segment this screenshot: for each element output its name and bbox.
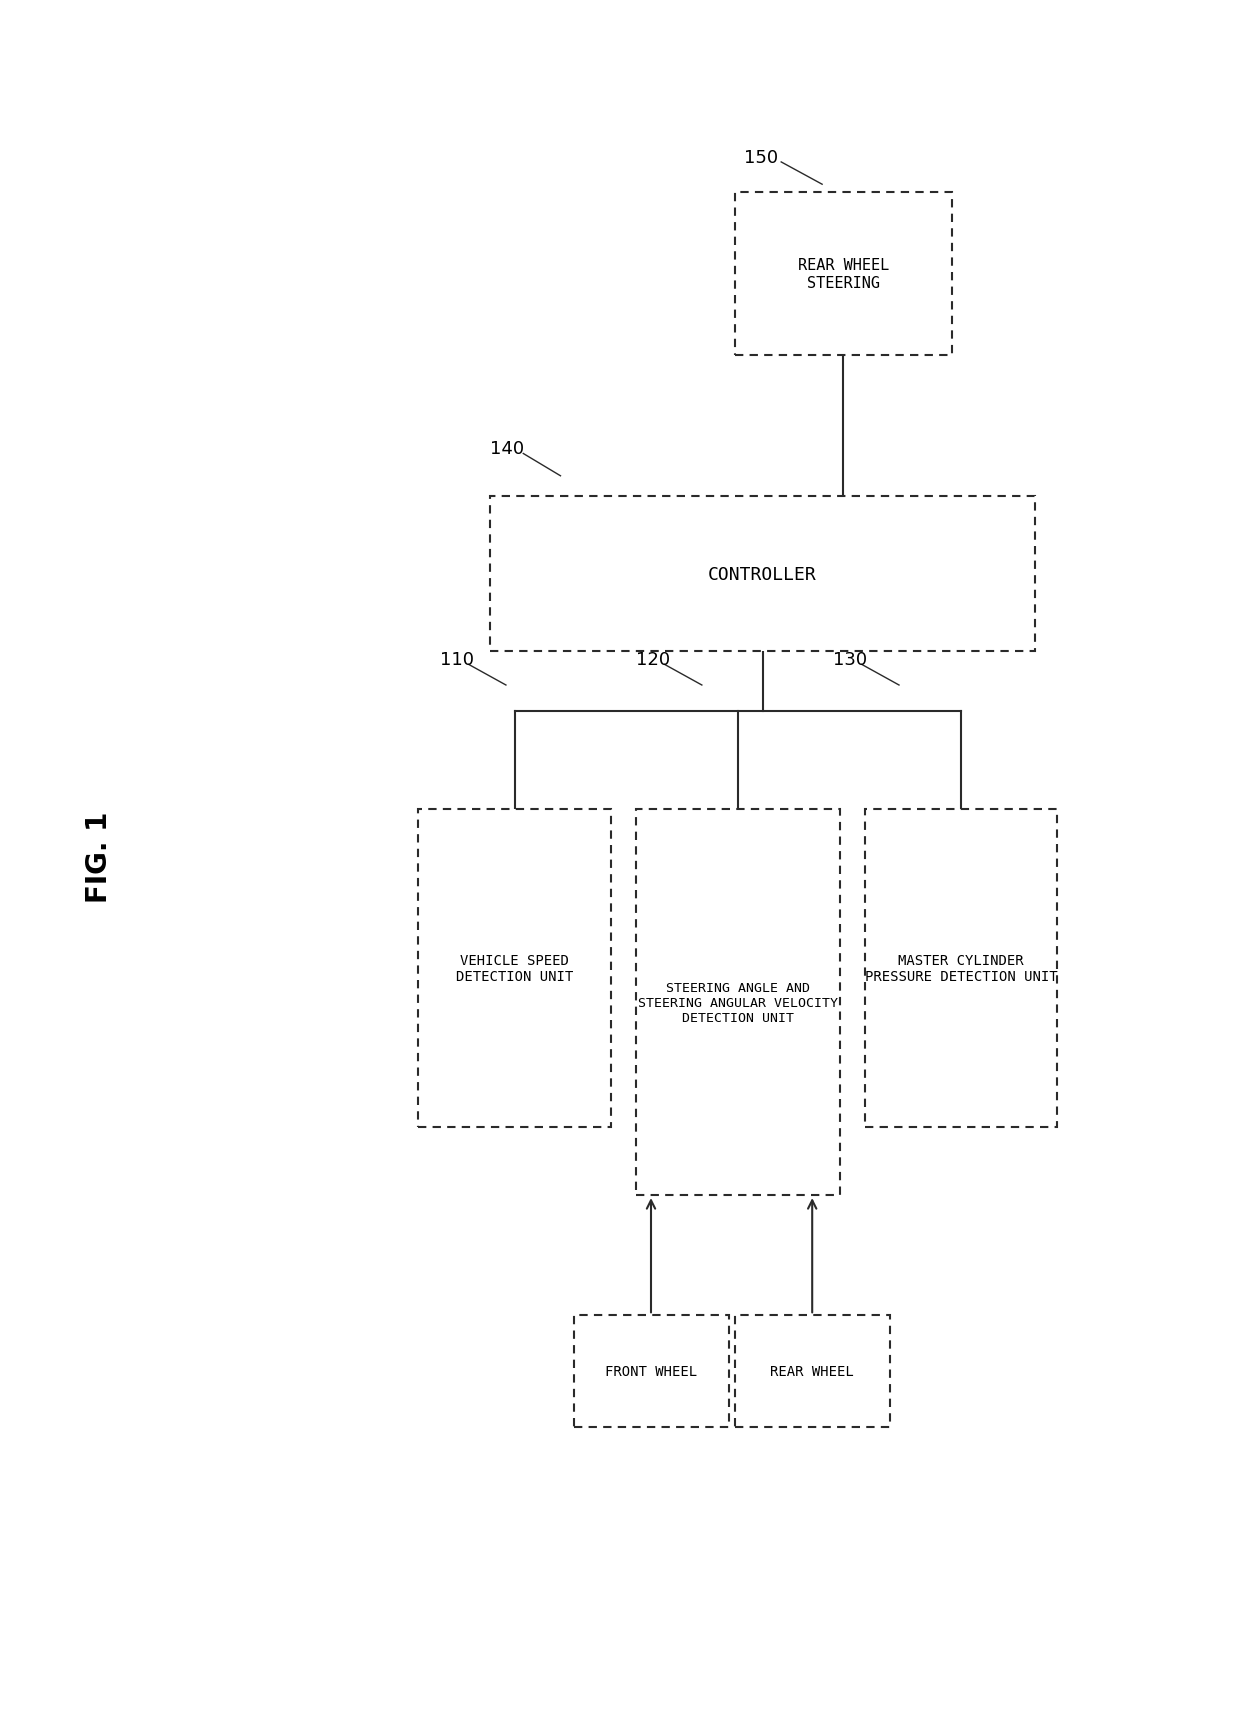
Text: 120: 120 [636, 651, 671, 668]
FancyBboxPatch shape [573, 1316, 729, 1426]
Text: 150: 150 [744, 149, 779, 166]
Text: REAR WHEEL
STEERING: REAR WHEEL STEERING [797, 259, 889, 290]
Text: 110: 110 [440, 651, 474, 668]
FancyBboxPatch shape [490, 497, 1035, 651]
FancyBboxPatch shape [866, 809, 1058, 1128]
FancyBboxPatch shape [418, 809, 610, 1128]
Text: MASTER CYLINDER
PRESSURE DETECTION UNIT: MASTER CYLINDER PRESSURE DETECTION UNIT [864, 953, 1058, 984]
FancyBboxPatch shape [734, 1316, 890, 1426]
Text: 140: 140 [490, 440, 525, 458]
FancyBboxPatch shape [635, 811, 841, 1196]
Text: VEHICLE SPEED
DETECTION UNIT: VEHICLE SPEED DETECTION UNIT [456, 953, 573, 984]
Text: REAR WHEEL: REAR WHEEL [770, 1364, 854, 1378]
Text: STEERING ANGLE AND
STEERING ANGULAR VELOCITY
DETECTION UNIT: STEERING ANGLE AND STEERING ANGULAR VELO… [637, 980, 838, 1025]
Text: FIG. 1: FIG. 1 [86, 811, 113, 903]
Text: CONTROLLER: CONTROLLER [708, 566, 817, 583]
Text: 130: 130 [833, 651, 868, 668]
Text: FRONT WHEEL: FRONT WHEEL [605, 1364, 697, 1378]
FancyBboxPatch shape [734, 192, 952, 357]
